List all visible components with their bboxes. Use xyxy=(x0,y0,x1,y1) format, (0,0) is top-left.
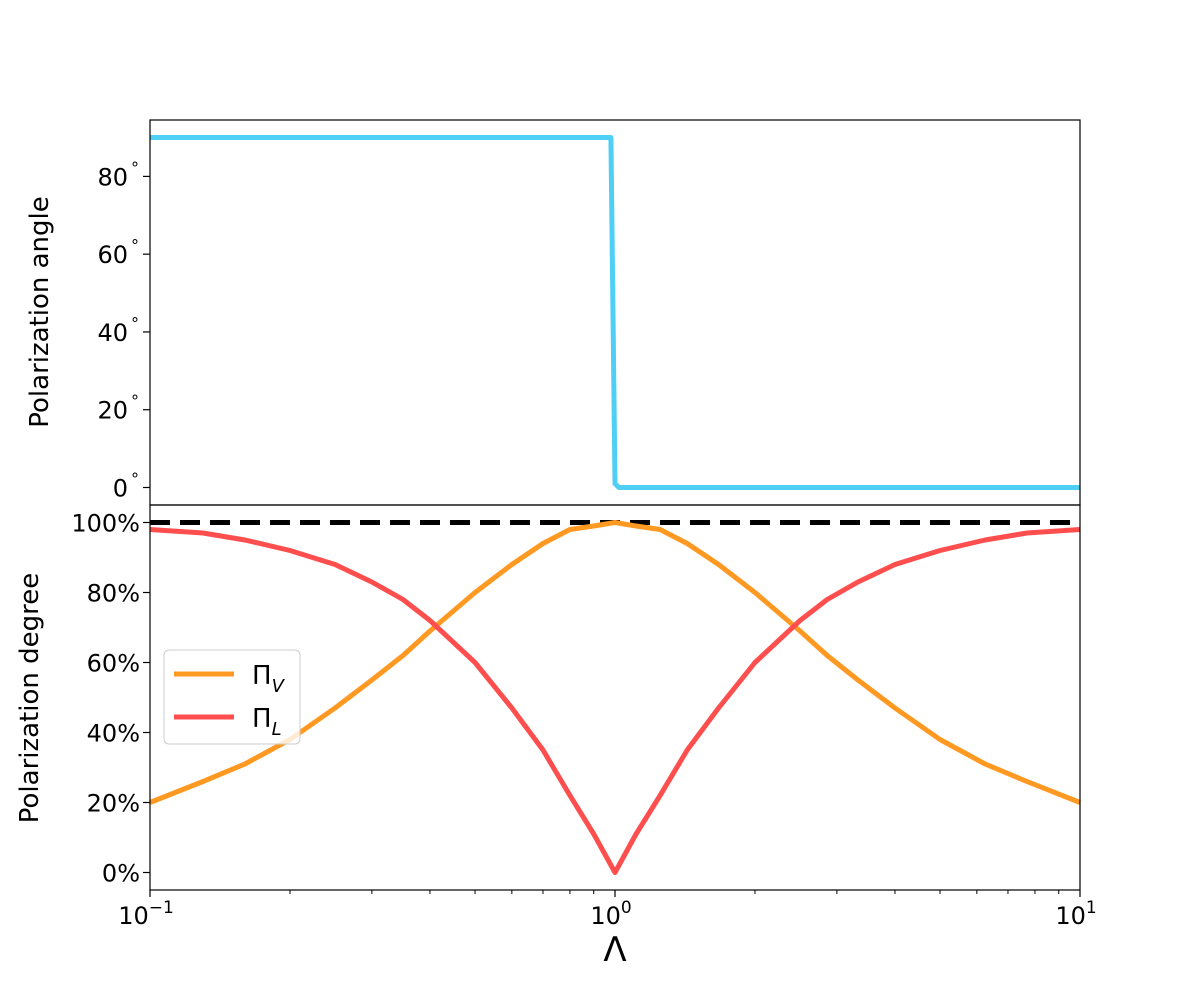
degree-y-tick-label: 100% xyxy=(71,510,140,538)
angle-y-tick-label: 60 xyxy=(97,241,128,269)
degree-y-axis-title: Polarization degree xyxy=(15,573,45,824)
angle-y-ticks: 0 °20 °40 °60 °80 ° xyxy=(97,158,150,503)
x-tick-label-base: 10 xyxy=(590,902,621,930)
x-tick-label-exponent: −1 xyxy=(149,898,174,918)
angle-series-line xyxy=(150,135,1080,490)
x-tick-label: 101 xyxy=(1055,898,1096,930)
angle-y-tick-label: 40 xyxy=(97,319,128,347)
degree-y-tick-label: 0% xyxy=(102,860,140,888)
legend-label-pi-v-main: Π xyxy=(252,661,272,691)
x-tick-label-base: 10 xyxy=(1055,902,1086,930)
legend-label-pi-l-sub: L xyxy=(272,719,282,740)
x-tick-label: 100 xyxy=(590,898,631,930)
degree-y-ticks: 0% 20% 40% 60% 80% 100% xyxy=(71,510,150,888)
degree-x-ticks: 10−1 100 101 xyxy=(118,890,1097,930)
legend-label-pi-v: ΠV xyxy=(252,661,286,697)
x-tick-label-exponent: 0 xyxy=(621,898,632,918)
angle-series-group xyxy=(150,135,1080,490)
degree-series-line-l xyxy=(149,527,1081,875)
degree-y-tick-label: 40% xyxy=(87,720,140,748)
angle-y-tick-label: 0 xyxy=(113,475,128,503)
legend: ΠV ΠL xyxy=(163,649,301,745)
angle-y-tick-degree: ° xyxy=(131,470,139,489)
legend-label-pi-v-sub: V xyxy=(272,676,286,697)
legend-label-pi-l-main: Π xyxy=(252,704,272,734)
angle-y-tick-degree: ° xyxy=(131,236,139,255)
x-tick-label-exponent: 1 xyxy=(1086,898,1097,918)
degree-series-line-v xyxy=(149,520,1081,805)
legend-label-pi-l: ΠL xyxy=(252,704,282,740)
angle-y-tick-label: 20 xyxy=(97,397,128,425)
angle-y-tick-degree: ° xyxy=(131,158,139,177)
angle-y-tick-label: 80 xyxy=(97,163,128,191)
x-axis-title: Λ xyxy=(603,930,626,970)
x-tick-label: 10−1 xyxy=(118,898,174,930)
x-tick-label-base: 10 xyxy=(118,902,149,930)
degree-series-group xyxy=(149,520,1081,875)
degree-y-tick-label: 60% xyxy=(87,650,140,678)
degree-panel: 0%20%40%60%80%100% 10−1 100 101 Polarizati… xyxy=(15,504,1097,970)
angle-y-axis-title: Polarization angle xyxy=(25,196,55,428)
angle-y-tick-degree: ° xyxy=(131,314,139,333)
degree-y-tick-label: 20% xyxy=(87,790,140,818)
degree-y-tick-label: 80% xyxy=(87,580,140,608)
angle-y-tick-degree: ° xyxy=(131,392,139,411)
